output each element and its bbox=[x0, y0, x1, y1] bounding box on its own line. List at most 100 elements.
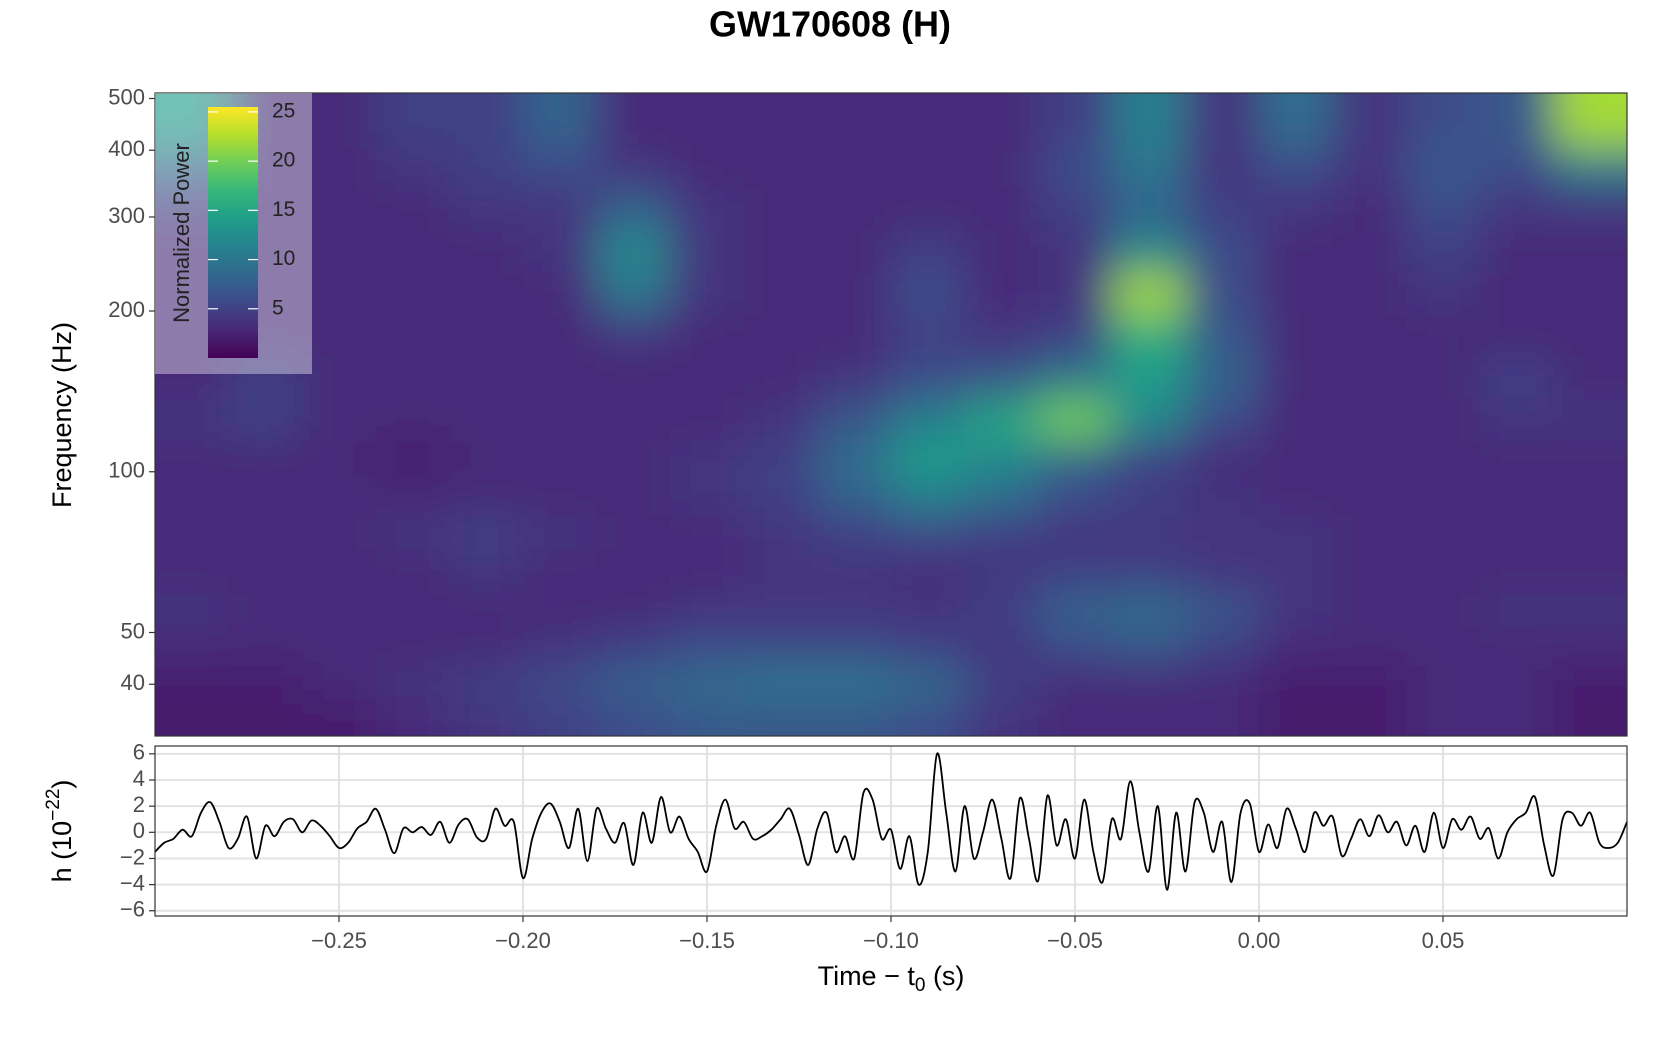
heatmap-cell bbox=[891, 398, 966, 441]
heatmap-cell bbox=[596, 272, 671, 316]
heatmap-cell bbox=[302, 229, 377, 273]
y-axis-title: Frequency (Hz) bbox=[47, 322, 77, 508]
heatmap-cell bbox=[817, 628, 892, 667]
heatmap-cell bbox=[1185, 148, 1260, 190]
heatmap-cell bbox=[1479, 478, 1554, 515]
heatmap-cell bbox=[1406, 188, 1481, 231]
heatmap-cell bbox=[1332, 188, 1407, 231]
heatmap-cell bbox=[670, 314, 745, 358]
heatmap-cell bbox=[375, 699, 450, 736]
heatmap-cell bbox=[964, 229, 1039, 273]
heatmap-cell bbox=[375, 440, 450, 479]
heatmap-cell bbox=[375, 314, 450, 358]
heatmap-cell bbox=[1406, 93, 1481, 149]
heatmap-cell bbox=[449, 628, 524, 667]
panel-border bbox=[154, 92, 1628, 737]
heatmap-cell bbox=[302, 699, 377, 736]
chart-title: GW170608 (H) bbox=[709, 4, 951, 45]
heatmap-cell bbox=[1111, 591, 1186, 630]
heatmap-cell bbox=[817, 478, 892, 515]
heatmap-cell bbox=[155, 552, 230, 592]
heatmap-cell bbox=[891, 628, 966, 667]
heatmap-cell bbox=[1553, 314, 1627, 358]
y-tick-label: 0 bbox=[133, 818, 145, 843]
heatmap-cell bbox=[449, 229, 524, 273]
heatmap-cell bbox=[375, 552, 450, 592]
heatmap-cell bbox=[375, 356, 450, 400]
heatmap-cell bbox=[375, 188, 450, 231]
heatmap-cell bbox=[449, 398, 524, 441]
heatmap-cell bbox=[1185, 93, 1260, 149]
heatmap-cell bbox=[1111, 229, 1186, 273]
heatmap-cell bbox=[964, 148, 1039, 190]
heatmap-cell bbox=[1553, 148, 1627, 190]
heatmap-cell bbox=[375, 514, 450, 553]
y-tick-label: −4 bbox=[120, 870, 145, 895]
heatmap-cell bbox=[1553, 440, 1627, 479]
heatmap-cell bbox=[228, 591, 303, 630]
heatmap-cell bbox=[1038, 398, 1113, 441]
heatmap-cell bbox=[1038, 229, 1113, 273]
heatmap-cell bbox=[670, 440, 745, 479]
heatmap-cell bbox=[743, 356, 818, 400]
heatmap-cell bbox=[817, 514, 892, 553]
heatmap-cell bbox=[670, 478, 745, 515]
heatmap-cell bbox=[1111, 188, 1186, 231]
x-tick-label: 0.05 bbox=[1422, 928, 1465, 953]
heatmap-cell bbox=[523, 552, 598, 592]
heatmap-cell bbox=[1479, 229, 1554, 273]
heatmap-cell bbox=[302, 188, 377, 231]
heatmap-cell bbox=[523, 356, 598, 400]
heatmap-cell bbox=[596, 398, 671, 441]
colorbar-tick-label: 10 bbox=[272, 247, 295, 270]
heatmap-cell bbox=[596, 665, 671, 701]
heatmap-cell bbox=[670, 356, 745, 400]
heatmap-cell bbox=[1259, 272, 1334, 316]
heatmap-cell bbox=[1038, 628, 1113, 667]
heatmap-cell bbox=[1332, 665, 1407, 701]
heatmap-cell bbox=[523, 628, 598, 667]
heatmap-cell bbox=[670, 628, 745, 667]
heatmap-cell bbox=[964, 665, 1039, 701]
heatmap-cell bbox=[1553, 514, 1627, 553]
heatmap-cell bbox=[1185, 229, 1260, 273]
y-axis-title-end: ) bbox=[47, 780, 77, 789]
heatmap-cell bbox=[964, 514, 1039, 553]
heatmap-cell bbox=[1553, 229, 1627, 273]
heatmap-cell bbox=[228, 478, 303, 515]
heatmap-cell bbox=[1185, 314, 1260, 358]
y-axis-title: h (10−22) bbox=[43, 780, 77, 883]
heatmap-cell bbox=[1038, 552, 1113, 592]
heatmap-cell bbox=[817, 591, 892, 630]
heatmap-cell bbox=[302, 356, 377, 400]
heatmap-cell bbox=[449, 188, 524, 231]
heatmap-cell bbox=[449, 699, 524, 736]
heatmap-cell bbox=[1553, 188, 1627, 231]
heatmap-cell bbox=[375, 229, 450, 273]
heatmap-cell bbox=[449, 591, 524, 630]
heatmap-cell bbox=[375, 272, 450, 316]
heatmap-cell bbox=[1553, 478, 1627, 515]
y-tick-label: 2 bbox=[133, 792, 145, 817]
y-tick-label: 4 bbox=[133, 766, 145, 791]
heatmap-cell bbox=[891, 514, 966, 553]
heatmap-cell bbox=[1111, 398, 1186, 441]
heatmap-cell bbox=[1553, 665, 1627, 701]
heatmap-cell bbox=[1406, 229, 1481, 273]
heatmap-cell bbox=[375, 398, 450, 441]
heatmap-cell bbox=[670, 188, 745, 231]
heatmap-cell bbox=[1038, 93, 1113, 149]
heatmap-cell bbox=[1259, 93, 1334, 149]
heatmap-cell bbox=[1259, 314, 1334, 358]
heatmap-cell bbox=[1038, 699, 1113, 736]
heatmap-cell bbox=[228, 398, 303, 441]
heatmap-cell bbox=[596, 440, 671, 479]
heatmap-cell bbox=[1111, 478, 1186, 515]
heatmap-cell bbox=[1259, 148, 1334, 190]
heatmap-cell bbox=[449, 440, 524, 479]
heatmap-cell bbox=[1185, 665, 1260, 701]
heatmap-cell bbox=[891, 148, 966, 190]
heatmap-cell bbox=[817, 699, 892, 736]
heatmap-cell bbox=[1259, 514, 1334, 553]
heatmap-cell bbox=[449, 93, 524, 149]
